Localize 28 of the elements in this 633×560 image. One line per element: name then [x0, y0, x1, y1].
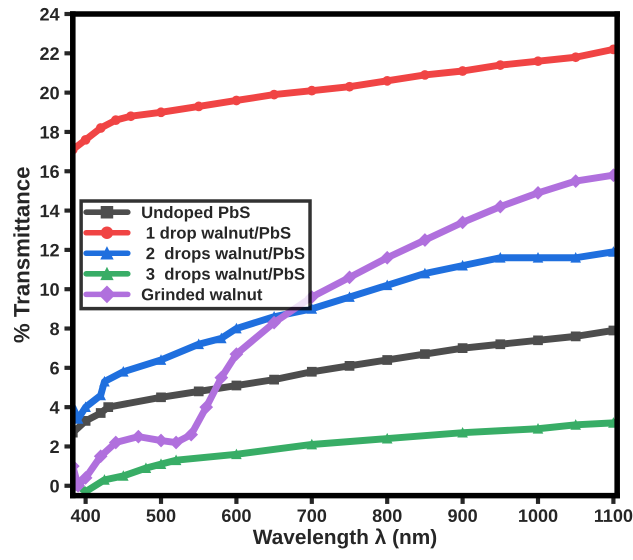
- x-tick-label: 900: [448, 509, 477, 522]
- y-tick-label: 8: [50, 322, 60, 336]
- y-tick-label: 10: [40, 283, 59, 296]
- legend-label: 1 drop walnut/PbS: [146, 226, 290, 242]
- legend-label: Grinded walnut: [142, 288, 262, 300]
- y-tick-label: 14: [40, 204, 60, 218]
- x-tick-label: 1000: [519, 509, 558, 522]
- x-tick-label: 1100: [594, 509, 632, 522]
- x-axis-title: Wavelength λ (nm): [252, 528, 436, 548]
- x-tick-label: 400: [70, 509, 100, 522]
- y-tick-label: 6: [50, 362, 59, 375]
- y-tick-label: 4: [50, 401, 60, 414]
- x-tick-label: 500: [146, 509, 176, 522]
- legend-label: 3 drops walnut/PbS: [146, 268, 304, 284]
- legend-label: Undoped PbS: [142, 206, 250, 222]
- x-tick-label: 600: [222, 509, 251, 522]
- y-tick-label: 16: [40, 165, 59, 178]
- y-tick-label: 2: [50, 440, 59, 453]
- y-tick-label: 12: [40, 244, 59, 256]
- y-tick-label: 24: [40, 8, 60, 21]
- x-tick-label: 700: [298, 509, 326, 522]
- legend-label: 2 drops walnut/PbS: [146, 247, 304, 263]
- y-tick-label: 0: [50, 480, 59, 492]
- y-axis-title: % Transmittance: [13, 167, 30, 343]
- x-tick-label: 800: [372, 509, 402, 522]
- y-tick-label: 22: [40, 47, 59, 60]
- y-tick-label: 18: [40, 126, 60, 139]
- y-tick-label: 20: [40, 86, 59, 100]
